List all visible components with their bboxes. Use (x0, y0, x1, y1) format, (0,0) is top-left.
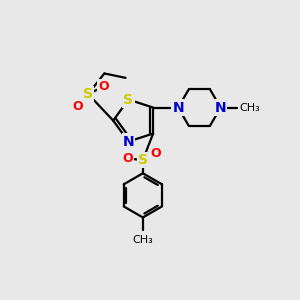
Text: CH₃: CH₃ (239, 103, 260, 112)
Text: N: N (123, 135, 134, 148)
Text: O: O (122, 152, 133, 165)
Text: N: N (172, 100, 184, 115)
Text: S: S (83, 87, 93, 101)
Text: N: N (215, 100, 226, 115)
Text: CH₃: CH₃ (133, 235, 153, 245)
Text: S: S (138, 153, 148, 167)
Text: O: O (150, 147, 160, 160)
Text: O: O (73, 100, 83, 113)
Text: S: S (124, 93, 134, 106)
Text: O: O (98, 80, 109, 93)
